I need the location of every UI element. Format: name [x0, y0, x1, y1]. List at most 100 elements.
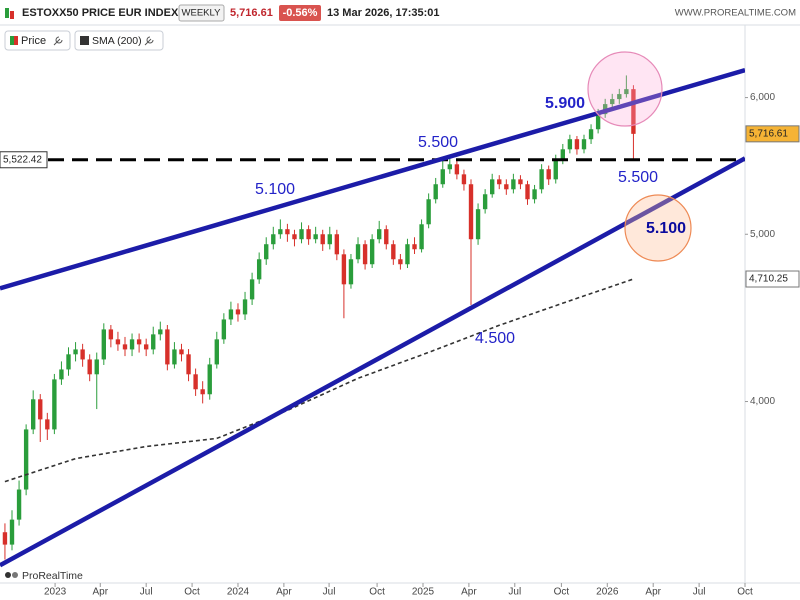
annotation: 5.900 — [545, 95, 585, 112]
candle-body — [59, 369, 64, 380]
candle-body — [475, 209, 481, 240]
candle-body — [539, 169, 544, 190]
candle-body — [136, 339, 142, 345]
y-tick-label: 5,000 — [750, 229, 775, 240]
last-price: 5,716.61 — [230, 7, 273, 19]
sma-line — [4, 278, 634, 483]
candle-body — [588, 129, 594, 140]
candle-body — [454, 164, 460, 175]
x-tick-label: Oct — [184, 587, 200, 598]
candle-body — [249, 279, 255, 300]
website[interactable]: WWW.PROREALTIME.COM — [675, 8, 796, 19]
candle-body — [87, 359, 92, 375]
candle-body — [419, 224, 424, 250]
x-tick-label: Jul — [508, 587, 521, 598]
legend-icon — [80, 36, 89, 45]
candle-body — [235, 309, 241, 315]
candle-body — [143, 344, 149, 350]
header-icon — [10, 11, 14, 19]
candle-body — [497, 179, 502, 185]
candle-body — [574, 139, 580, 150]
annotation: 5.100 — [646, 220, 686, 237]
level-label-box — [0, 151, 48, 169]
x-tick-label: Oct — [554, 587, 570, 598]
candle-body — [624, 89, 629, 95]
candle-body — [228, 309, 234, 320]
candle-body — [45, 419, 50, 430]
x-tick-label: Apr — [276, 587, 292, 598]
candle-body — [518, 179, 523, 185]
level-label: 5,522.42 — [3, 154, 42, 165]
candle-body — [447, 164, 453, 170]
candle-body — [362, 244, 368, 265]
annotation: 5.500 — [418, 134, 458, 151]
candle-body — [412, 244, 417, 250]
candle-body — [377, 229, 382, 240]
candle-body — [158, 329, 163, 335]
price-label: 4,710.25 — [749, 274, 788, 285]
legend-item[interactable] — [74, 30, 164, 51]
legend-icon — [14, 36, 18, 45]
x-tick-label: Jul — [693, 587, 706, 598]
candle-body — [271, 234, 276, 245]
candle-body — [122, 344, 128, 350]
candle-body — [468, 184, 474, 240]
x-tick-label: Apr — [461, 587, 477, 598]
header-bar — [0, 0, 800, 25]
period: WEEKLY — [182, 8, 222, 19]
candle-body — [31, 399, 36, 430]
candle-body — [129, 339, 135, 350]
candle-body — [165, 329, 170, 365]
period-badge[interactable] — [178, 4, 225, 22]
candle-body — [23, 429, 29, 490]
candle-body — [66, 354, 71, 370]
candle-body — [264, 244, 269, 260]
instrument: ESTOXX50 PRICE EUR INDEX — [22, 7, 179, 19]
legend-item[interactable] — [4, 30, 71, 51]
legend-icon — [10, 36, 14, 45]
annotation: 5.500 — [618, 169, 658, 186]
candle-body — [285, 229, 290, 235]
candle-body — [207, 364, 212, 395]
candle-body — [490, 179, 495, 195]
trendline — [0, 156, 745, 568]
timestamp: 13 Mar 2026, 17:35:01 — [327, 7, 440, 19]
annotation: 4.500 — [475, 330, 515, 347]
watermark: ProRealTime — [22, 570, 83, 582]
x-tick-label: 2026 — [596, 587, 619, 598]
x-tick-label: Apr — [645, 587, 661, 598]
candle-body — [440, 169, 445, 185]
candle-body — [398, 259, 403, 265]
candle-body — [38, 399, 43, 420]
candle-body — [151, 334, 156, 350]
candle-body — [369, 239, 375, 265]
candle-body — [553, 159, 558, 180]
x-tick-label: Jul — [140, 587, 153, 598]
candle-body — [532, 189, 537, 200]
settings-icon[interactable] — [144, 36, 154, 46]
candle-body — [327, 234, 332, 245]
candle-body — [595, 114, 601, 130]
candle-body — [94, 359, 99, 375]
y-tick-label: 4,000 — [750, 396, 775, 407]
trendline — [0, 67, 745, 291]
candle-body — [560, 149, 565, 160]
change-badge — [279, 5, 321, 21]
candle-body — [426, 199, 431, 225]
plot-area — [0, 67, 745, 568]
candle-body — [567, 139, 573, 150]
legend-label: Price — [21, 35, 46, 47]
candle-body — [581, 139, 587, 150]
x-tick-label: 2025 — [412, 587, 435, 598]
watermark-icon — [5, 572, 11, 578]
price-label: 5,716.61 — [749, 128, 788, 139]
candle-body — [256, 259, 262, 280]
x-tick-label: Jul — [323, 587, 336, 598]
header-icon — [5, 8, 9, 18]
candle-body — [355, 244, 361, 260]
candle-body — [306, 229, 311, 240]
candle-body — [115, 339, 121, 345]
settings-icon[interactable] — [53, 36, 63, 46]
